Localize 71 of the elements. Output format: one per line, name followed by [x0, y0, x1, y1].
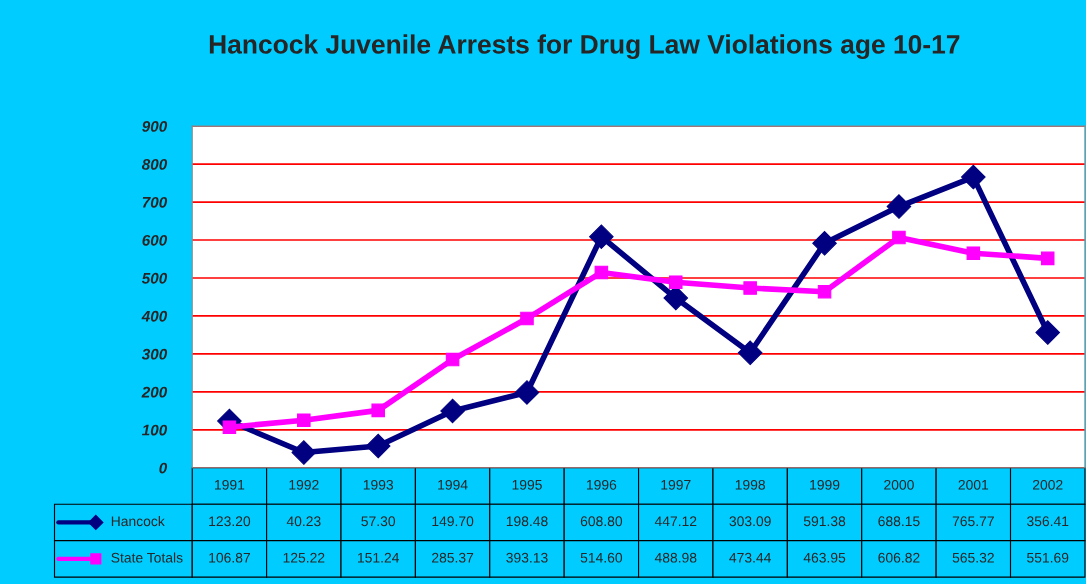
- legend-label: Hancock: [111, 515, 165, 527]
- data-label: 606.82: [878, 552, 920, 563]
- data-label: 514.60: [580, 552, 623, 563]
- y-tick-label: 600: [142, 234, 168, 246]
- data-label: 57.30: [361, 516, 396, 527]
- x-tick-label: 1999: [810, 479, 840, 490]
- x-tick-label: 1993: [363, 479, 394, 490]
- point: [440, 398, 465, 424]
- point: [371, 403, 385, 418]
- data-label: 125.22: [283, 552, 325, 563]
- data-label: 106.87: [209, 552, 250, 563]
- data-label: 608.80: [580, 516, 623, 527]
- data-label: 765.77: [952, 516, 994, 527]
- data-label: 463.95: [803, 552, 846, 563]
- point: [291, 440, 317, 465]
- point: [966, 246, 981, 260]
- point: [445, 352, 460, 367]
- y-tick-label: 900: [142, 121, 168, 132]
- chart-title: Hancock Juvenile Arrests for Drug Law Violations age 10-17: [209, 34, 960, 60]
- point: [589, 224, 614, 249]
- x-tick-label: 1995: [512, 479, 542, 490]
- point: [743, 281, 757, 295]
- point: [886, 194, 912, 219]
- y-tick-label: 700: [142, 196, 168, 208]
- point: [892, 230, 906, 245]
- y-tick-label: 100: [141, 424, 168, 436]
- x-tick-label: 1997: [661, 479, 691, 490]
- point: [668, 275, 683, 289]
- point: [514, 380, 540, 405]
- y-tick-label: 400: [141, 310, 168, 322]
- data-label: 149.70: [432, 516, 474, 527]
- point: [812, 230, 837, 256]
- data-label: 688.15: [878, 516, 920, 527]
- y-tick-label: 500: [141, 272, 168, 284]
- data-label: 198.48: [506, 516, 548, 527]
- x-tick-label: 1998: [735, 479, 765, 490]
- data-label: 303.09: [729, 516, 771, 527]
- data-label: 591.38: [803, 516, 846, 527]
- data-label: 565.32: [952, 552, 994, 563]
- point: [737, 340, 763, 366]
- data-label: 40.23: [286, 516, 321, 527]
- data-label: 151.24: [358, 552, 400, 563]
- point: [222, 420, 237, 434]
- point: [817, 284, 832, 299]
- legend-label: State Totals: [111, 552, 183, 563]
- x-tick-label: 1996: [586, 479, 617, 490]
- point: [961, 164, 986, 190]
- y-tick-label: 0: [159, 462, 168, 474]
- y-tick-label: 300: [141, 348, 168, 360]
- x-tick-label: 2001: [958, 479, 989, 490]
- point: [1035, 320, 1061, 345]
- data-label: 551.69: [1027, 552, 1069, 563]
- data-label: 473.44: [729, 552, 771, 563]
- point: [520, 311, 534, 326]
- x-tick-label: 1994: [438, 479, 468, 490]
- point: [297, 413, 311, 428]
- point: [1040, 251, 1055, 266]
- data-label: 356.41: [1027, 516, 1069, 527]
- y-tick-label: 800: [141, 158, 168, 170]
- data-label: 488.98: [654, 552, 697, 563]
- data-label: 285.37: [432, 552, 474, 563]
- point: [594, 265, 609, 280]
- point: [365, 433, 391, 459]
- x-tick-label: 2002: [1032, 479, 1063, 490]
- x-tick-label: 2000: [884, 479, 914, 490]
- y-tick-label: 200: [141, 386, 168, 398]
- x-tick-label: 1992: [289, 479, 319, 490]
- data-label: 447.12: [654, 516, 697, 527]
- x-tick-label: 1991: [215, 479, 245, 490]
- data-label: 123.20: [209, 516, 251, 527]
- data-label: 393.13: [506, 552, 548, 563]
